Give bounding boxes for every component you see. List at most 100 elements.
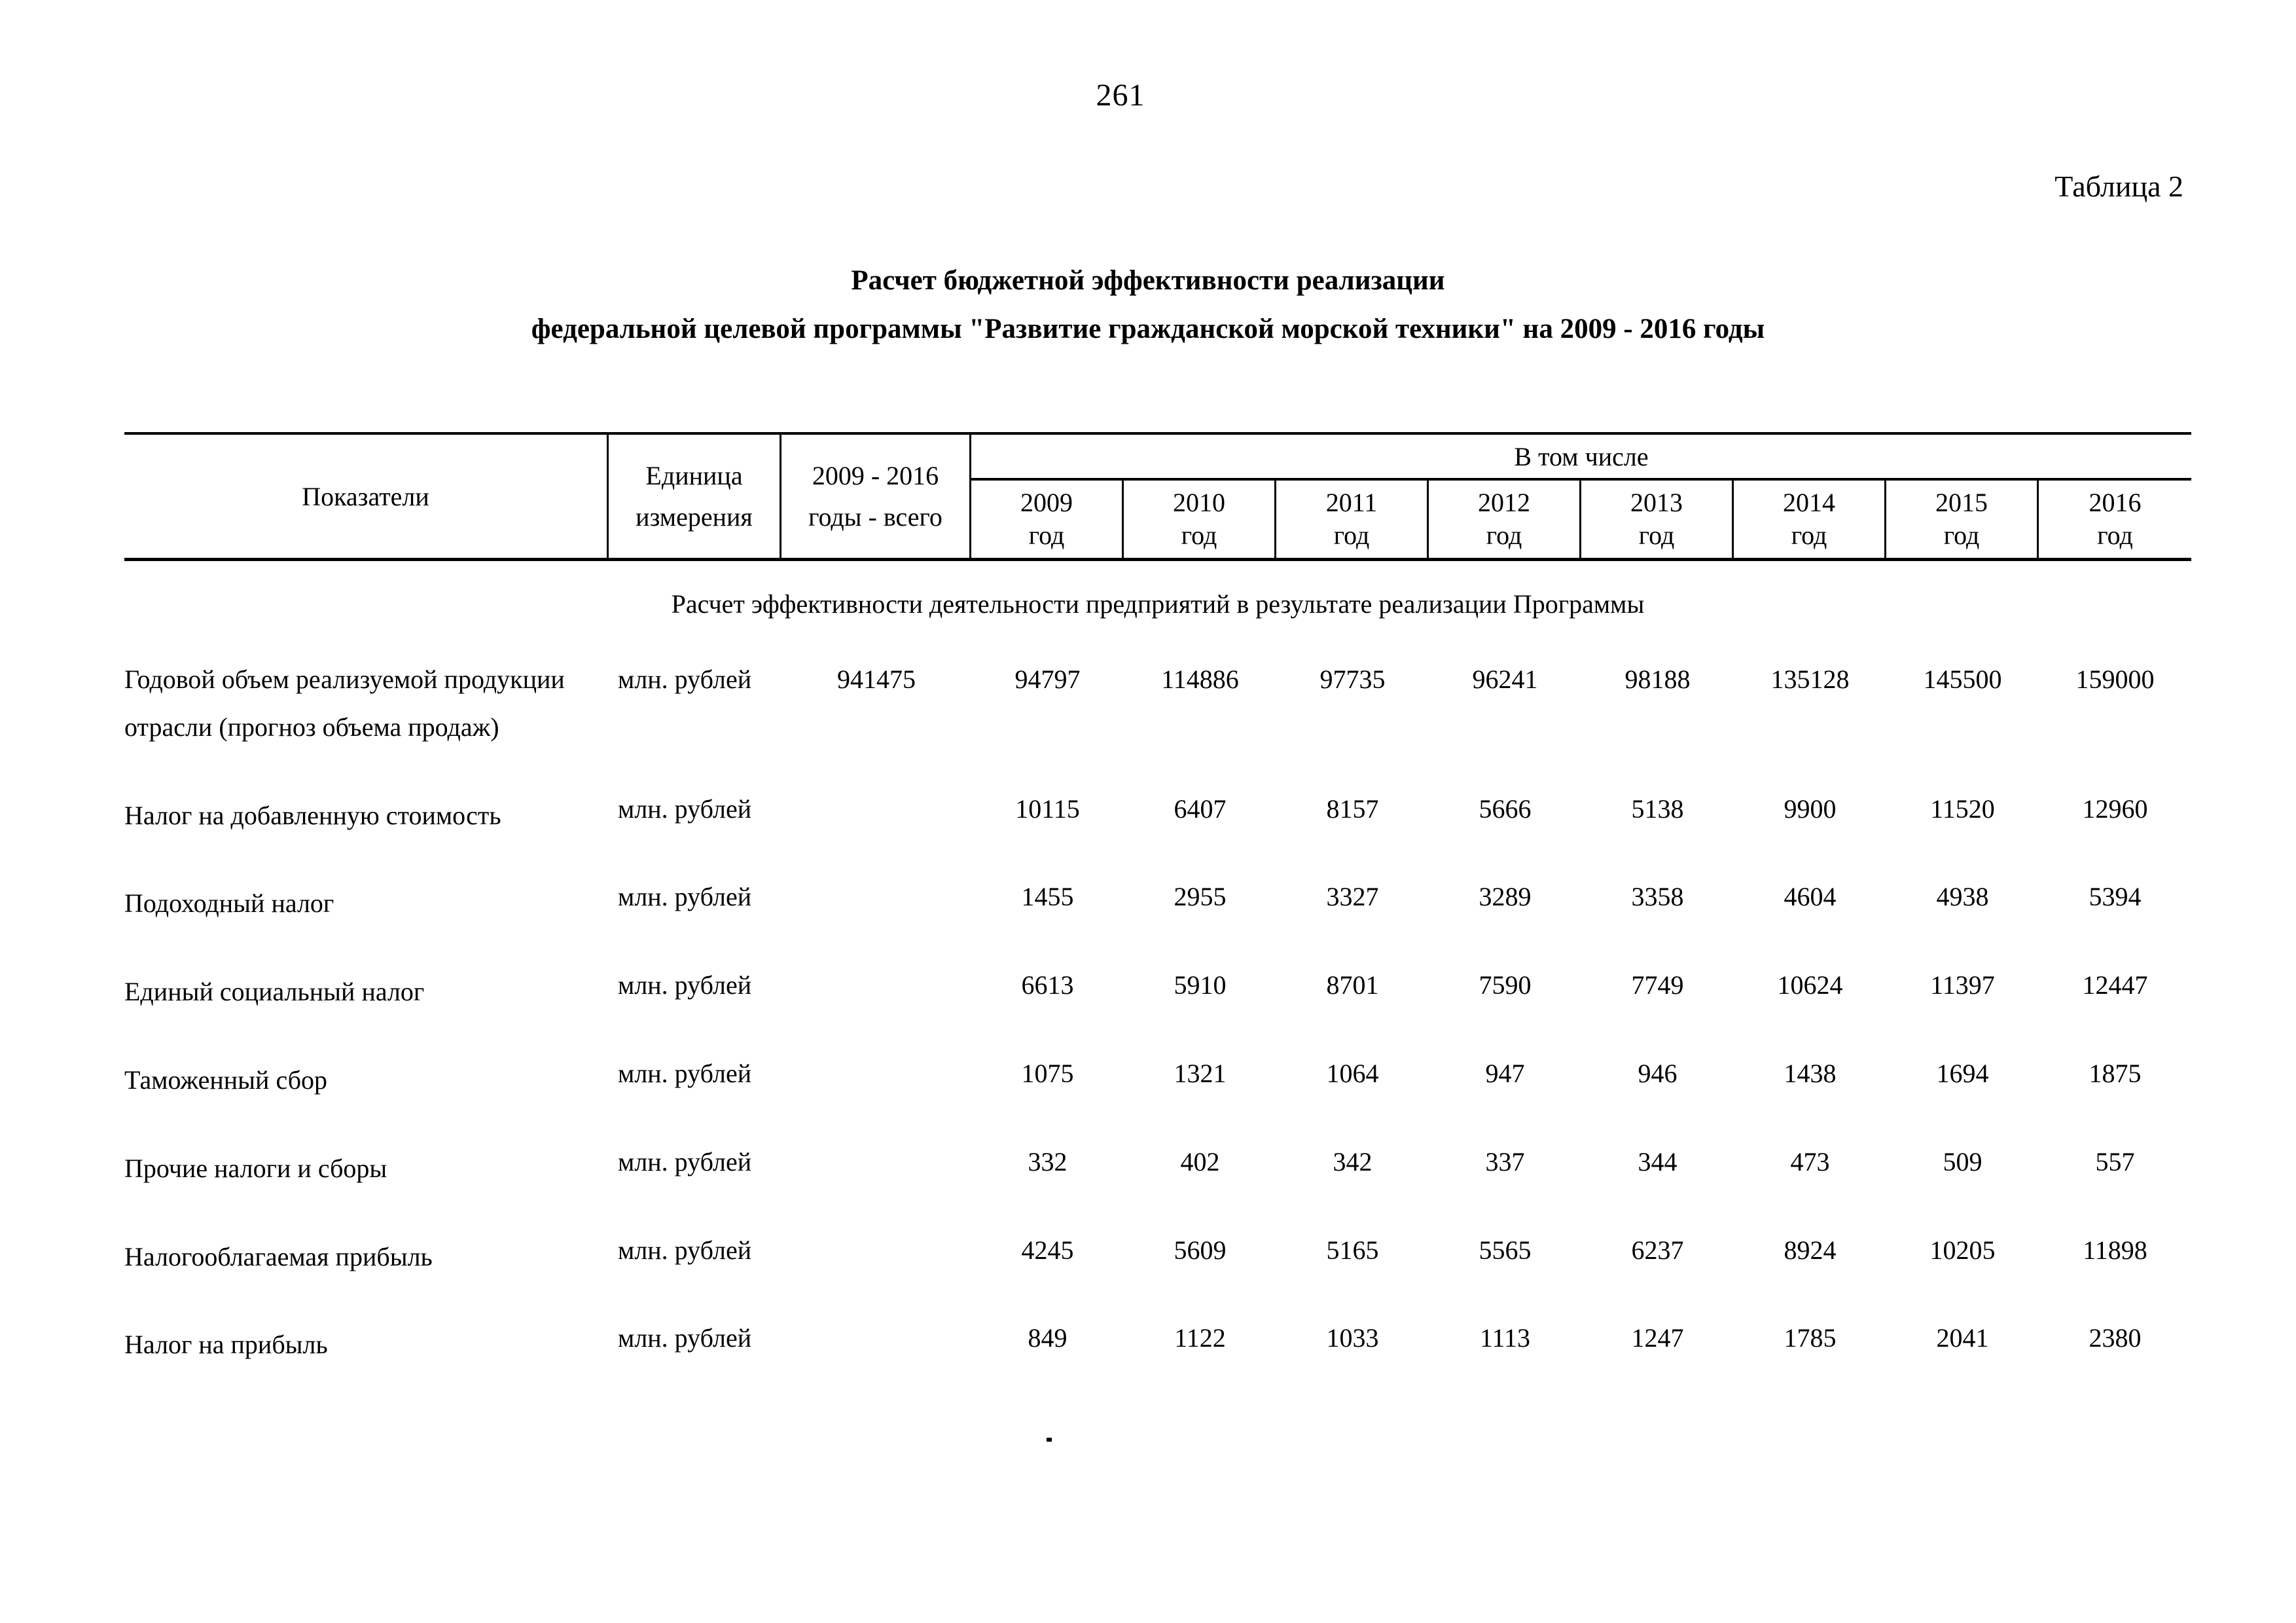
unit-cell: млн. рублей bbox=[618, 1058, 752, 1088]
value-cell: 11520 bbox=[1930, 793, 1995, 824]
table-row: Годовой объем реализуемой продукции отра… bbox=[124, 663, 2191, 752]
value-cell: 114886 bbox=[1161, 665, 1239, 694]
value-cell: 11898 bbox=[2083, 1235, 2147, 1265]
header-indicators: Показатели bbox=[124, 435, 609, 558]
table-row: Прочие налоги и сборы млн. рублей 332 402 34… bbox=[124, 1145, 2191, 1193]
value-cell: 6237 bbox=[1631, 1235, 1684, 1265]
header-year-2012: 2012 год bbox=[1429, 481, 1581, 558]
year-label: 2016 bbox=[2089, 487, 2142, 517]
value-cell: 3327 bbox=[1326, 882, 1379, 912]
table-row: Налог на добавленную стоимость млн. рубле… bbox=[124, 792, 2191, 840]
value-cell: 12447 bbox=[2082, 970, 2148, 1000]
year-word: год bbox=[1486, 520, 1522, 550]
value-cell: 342 bbox=[1333, 1146, 1372, 1176]
title-line-1: Расчет бюджетной эффективности реализаци… bbox=[851, 265, 1445, 296]
value-cell: 7749 bbox=[1631, 970, 1684, 1000]
value-cell: 4938 bbox=[1936, 882, 1989, 912]
year-word: год bbox=[1181, 520, 1217, 550]
value-cell: 8157 bbox=[1326, 793, 1379, 824]
unit-cell: млн. рублей bbox=[618, 882, 752, 912]
header-year-2014: 2014 год bbox=[1734, 481, 1886, 558]
value-cell: 94797 bbox=[1014, 665, 1081, 694]
header-unit: Единица измерения bbox=[609, 435, 781, 558]
value-cell: 1694 bbox=[1936, 1058, 1989, 1088]
header-unit-line-2: измерения bbox=[636, 502, 753, 532]
value-cell: 98188 bbox=[1624, 665, 1691, 694]
year-word: год bbox=[1638, 520, 1675, 550]
indicator-cell: Годовой объем реализуемой продукции отра… bbox=[124, 665, 565, 742]
value-cell: 5394 bbox=[2089, 882, 2142, 912]
indicator-cell: Прочие налоги и сборы bbox=[124, 1153, 387, 1183]
value-cell: 1122 bbox=[1174, 1323, 1226, 1353]
value-cell: 1247 bbox=[1631, 1323, 1684, 1353]
value-cell: 7590 bbox=[1479, 970, 1532, 1000]
value-cell: 2041 bbox=[1936, 1323, 1989, 1353]
value-cell: 3358 bbox=[1631, 882, 1684, 912]
value-cell: 11397 bbox=[1930, 970, 1995, 1000]
value-cell: 1033 bbox=[1326, 1323, 1379, 1353]
unit-cell: млн. рублей bbox=[618, 970, 752, 1000]
value-cell: 9900 bbox=[1784, 793, 1837, 824]
year-label: 2015 bbox=[1935, 487, 1988, 517]
value-cell: 509 bbox=[1943, 1146, 1982, 1176]
header-year-2010: 2010 год bbox=[1124, 481, 1276, 558]
header-including: В том числе bbox=[971, 435, 2191, 481]
header-total-line-1: 2009 - 2016 bbox=[812, 460, 939, 490]
indicator-cell: Подоходный налог bbox=[124, 888, 334, 919]
data-table: Показатели Единица измерения 2009 - 2016… bbox=[124, 432, 2191, 1369]
title-line-2: федеральной целевой программы "Развитие … bbox=[531, 313, 1765, 344]
value-cell: 557 bbox=[2095, 1146, 2135, 1176]
value-cell: 4245 bbox=[1021, 1235, 1074, 1265]
value-cell: 4604 bbox=[1784, 882, 1837, 912]
value-cell: 1455 bbox=[1021, 882, 1074, 912]
value-cell: 5565 bbox=[1479, 1235, 1532, 1265]
scan-artifact-dot bbox=[1047, 1438, 1052, 1442]
header-total-line-2: годы - всего bbox=[808, 502, 942, 532]
value-cell: 2955 bbox=[1174, 882, 1227, 912]
header-year-2009: 2009 год bbox=[971, 481, 1124, 558]
value-cell: 1064 bbox=[1326, 1058, 1379, 1088]
table-row: Налог на прибыль млн. рублей 849 1122 1033 11… bbox=[124, 1321, 2191, 1369]
value-cell: 96241 bbox=[1472, 665, 1538, 694]
value-cell: 145500 bbox=[1923, 665, 2002, 694]
value-cell: 8924 bbox=[1784, 1235, 1837, 1265]
value-cell: 97735 bbox=[1319, 665, 1386, 694]
indicator-cell: Налог на прибыль bbox=[124, 1330, 328, 1360]
header-total: 2009 - 2016 годы - всего bbox=[781, 435, 971, 558]
value-cell: 10624 bbox=[1777, 970, 1843, 1000]
value-cell: 5910 bbox=[1174, 970, 1227, 1000]
value-cell: 1785 bbox=[1784, 1323, 1837, 1353]
value-cell: 159000 bbox=[2075, 665, 2155, 694]
value-cell: 5666 bbox=[1479, 793, 1532, 824]
value-cell: 1075 bbox=[1021, 1058, 1074, 1088]
year-label: 2013 bbox=[1630, 487, 1683, 517]
header-year-2016: 2016 год bbox=[2039, 481, 2191, 558]
page-number: 261 bbox=[1096, 78, 1145, 113]
value-cell: 946 bbox=[1638, 1058, 1677, 1088]
indicator-cell: Налогооблагаемая прибыль bbox=[124, 1241, 433, 1271]
value-cell: 6407 bbox=[1174, 793, 1227, 824]
unit-cell: млн. рублей bbox=[618, 1323, 752, 1353]
unit-cell: млн. рублей bbox=[618, 1235, 752, 1265]
year-word: год bbox=[1791, 520, 1827, 550]
value-cell: 947 bbox=[1485, 1058, 1525, 1088]
value-cell: 135128 bbox=[1770, 665, 1850, 694]
value-cell: 5609 bbox=[1174, 1235, 1227, 1265]
value-cell: 8701 bbox=[1326, 970, 1379, 1000]
table-caption: Таблица 2 bbox=[2054, 170, 2183, 203]
value-cell: 2380 bbox=[2089, 1323, 2142, 1353]
table-row: Таможенный сбор млн. рублей 1075 1321 1064 94… bbox=[124, 1057, 2191, 1104]
year-word: год bbox=[1943, 520, 1980, 550]
indicator-cell: Единый социальный налог bbox=[124, 977, 425, 1007]
value-cell: 332 bbox=[1028, 1146, 1067, 1176]
value-cell: 10205 bbox=[1929, 1235, 1996, 1265]
indicator-cell: Таможенный сбор bbox=[124, 1065, 328, 1095]
indicator-cell: Налог на добавленную стоимость bbox=[124, 800, 501, 830]
unit-cell: млн. рублей bbox=[618, 793, 752, 824]
header-unit-line-1: Единица bbox=[645, 460, 743, 490]
total-cell: 941475 bbox=[837, 665, 916, 694]
year-word: год bbox=[1333, 520, 1370, 550]
value-cell: 10115 bbox=[1015, 793, 1080, 824]
value-cell: 1875 bbox=[2089, 1058, 2142, 1088]
